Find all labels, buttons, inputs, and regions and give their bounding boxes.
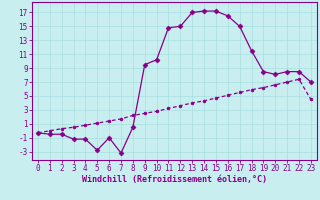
X-axis label: Windchill (Refroidissement éolien,°C): Windchill (Refroidissement éolien,°C) [82,175,267,184]
